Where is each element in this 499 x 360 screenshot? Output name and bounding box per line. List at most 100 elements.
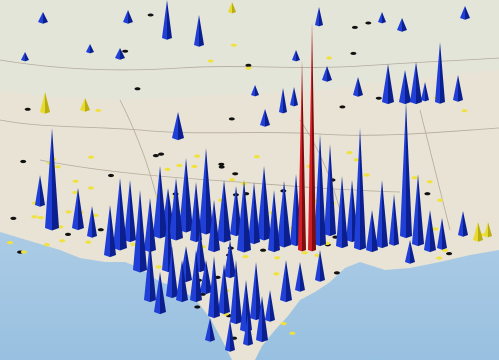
spike <box>169 178 183 241</box>
marker-dot <box>253 155 260 159</box>
spike-face-light <box>346 180 352 243</box>
spike-face-light <box>172 112 178 141</box>
spike-face-light <box>484 222 488 238</box>
spike-face-light <box>144 240 150 303</box>
spike-face-dark <box>210 318 215 342</box>
spike <box>389 194 399 246</box>
marker-dot <box>134 87 141 91</box>
spike-face-light <box>86 44 90 54</box>
spike-face-dark <box>224 180 231 243</box>
spike-face-dark <box>78 188 84 231</box>
spike <box>324 144 336 237</box>
spike-face-light <box>421 82 425 102</box>
spike-face-light <box>437 218 442 250</box>
spike <box>458 211 468 237</box>
spike <box>86 44 94 54</box>
spike-face-dark <box>319 7 323 27</box>
spike-face-dark <box>478 222 483 242</box>
spike-face-light <box>80 98 85 112</box>
spike <box>315 7 323 27</box>
spike-face-light <box>382 64 388 105</box>
spike <box>354 128 366 251</box>
spike-face-light <box>268 190 274 253</box>
spike-face-light <box>376 180 382 249</box>
spike <box>421 82 429 102</box>
spike-face-dark <box>388 64 394 105</box>
spike-face-dark <box>172 246 178 299</box>
spike-face-light <box>45 128 52 231</box>
spike-face-dark <box>110 205 116 258</box>
marker-dot <box>339 105 346 109</box>
spike <box>399 70 411 105</box>
marker-dot <box>10 216 17 220</box>
spike-face-light <box>453 75 458 102</box>
spike <box>279 88 287 114</box>
spike <box>162 0 172 40</box>
spike-face-light <box>336 176 342 249</box>
spike <box>251 85 259 97</box>
marker-dot <box>152 154 159 158</box>
spike-face-dark <box>430 210 436 253</box>
marker-dot <box>7 241 14 245</box>
spike-face-dark <box>265 109 270 127</box>
spike <box>308 22 316 252</box>
spike <box>290 87 298 107</box>
spike <box>123 10 133 24</box>
spike-face-light <box>400 102 406 239</box>
spike <box>248 182 260 245</box>
spike-face-dark <box>262 296 268 343</box>
spike-face-light <box>405 240 410 264</box>
marker-dot <box>155 265 162 269</box>
spike-face-dark <box>130 180 136 243</box>
marker-dot <box>207 59 214 63</box>
spike-face-dark <box>25 52 29 62</box>
spike <box>166 246 178 299</box>
marker-dot <box>461 109 468 113</box>
marker-dot <box>164 167 171 171</box>
spike-face-dark <box>327 66 332 82</box>
spike <box>115 48 125 60</box>
spike <box>104 205 116 258</box>
spike <box>144 240 156 303</box>
marker-dot <box>245 66 252 70</box>
marker-dot <box>365 21 372 25</box>
spike-face-dark <box>358 77 363 97</box>
spike-face-light <box>40 92 45 114</box>
spike-face-light <box>298 60 302 252</box>
spike-face-light <box>397 18 402 32</box>
spike <box>200 260 212 295</box>
spike-face-dark <box>40 175 45 207</box>
spike <box>237 180 251 253</box>
spike-face-dark <box>120 178 127 251</box>
spike <box>314 134 326 247</box>
marker-dot <box>65 210 72 214</box>
spike-face-light <box>224 240 230 279</box>
spike-face-dark <box>52 128 59 231</box>
marker-dot <box>441 248 448 252</box>
spike-face-light <box>194 15 199 47</box>
spike-face-light <box>314 134 320 247</box>
spike-face-light <box>225 320 230 352</box>
spike <box>144 198 156 253</box>
spike <box>35 175 45 207</box>
spike <box>315 250 325 282</box>
marker-dot <box>229 178 236 182</box>
spike-face-light <box>179 158 186 233</box>
spike-face-dark <box>312 22 316 252</box>
spike-face-light <box>217 180 224 243</box>
spike-face-light <box>166 246 172 299</box>
spike <box>243 314 253 346</box>
marker-dot <box>273 272 280 276</box>
marker-dot <box>108 173 114 178</box>
marker-dot <box>59 239 66 243</box>
land-shade-north <box>0 0 499 100</box>
spike-face-dark <box>90 44 94 54</box>
spike-face-light <box>208 256 214 319</box>
spike-face-dark <box>286 260 292 303</box>
spike-face-dark <box>196 250 202 303</box>
spike-face-dark <box>196 182 202 243</box>
spike-face-light <box>389 194 394 246</box>
marker-dot <box>54 165 61 169</box>
